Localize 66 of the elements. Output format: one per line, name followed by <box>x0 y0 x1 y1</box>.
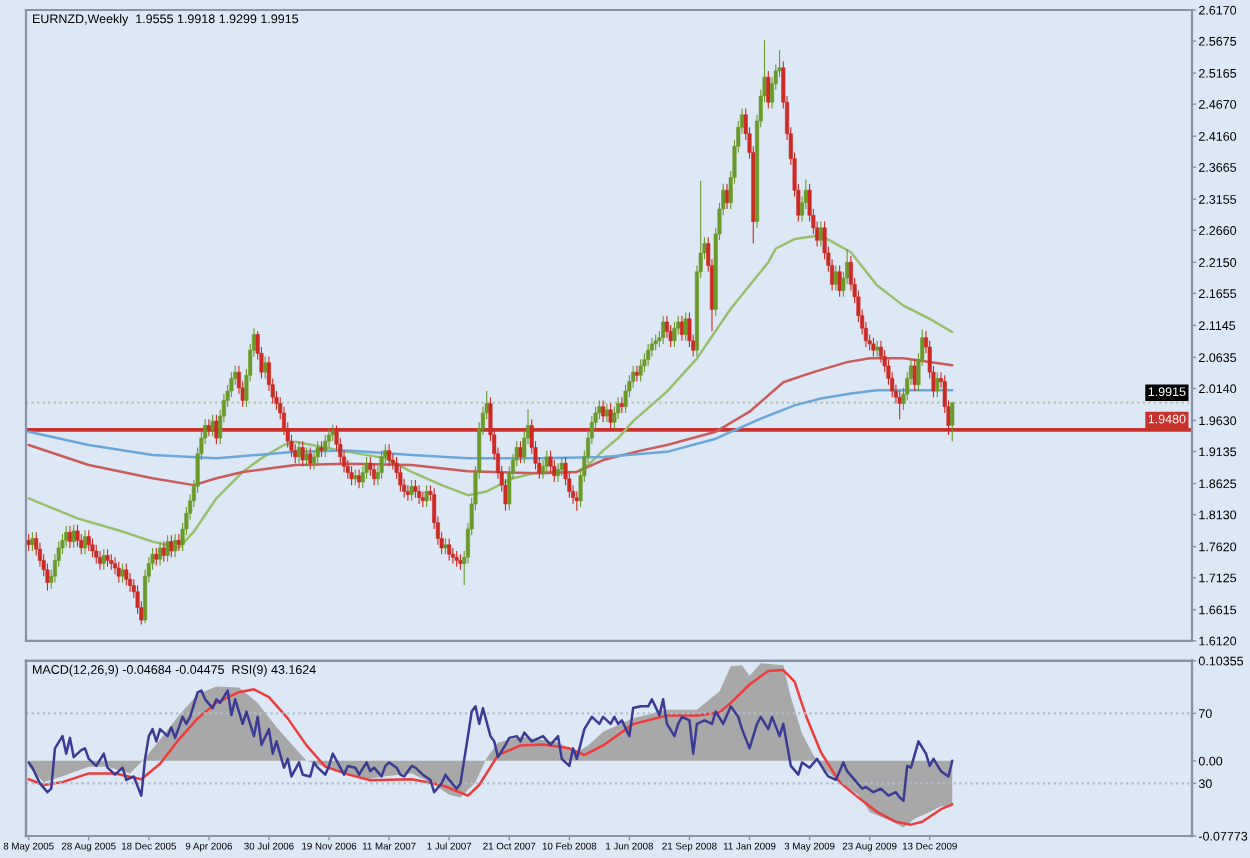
candlestick <box>631 365 636 389</box>
candlestick <box>518 440 523 464</box>
candlestick <box>345 459 350 480</box>
candlestick <box>559 456 564 477</box>
candlestick <box>82 529 88 555</box>
candlestick <box>950 401 955 442</box>
candlestick <box>113 556 118 575</box>
candlestick <box>574 490 579 512</box>
candlestick <box>649 337 654 358</box>
candlestick <box>101 548 106 571</box>
candlestick <box>116 561 121 583</box>
candlestick <box>372 462 377 486</box>
candlestick <box>315 440 320 464</box>
candlestick <box>379 450 384 480</box>
candlestick <box>664 315 669 339</box>
candlestick <box>619 396 624 414</box>
candlestick <box>541 459 546 480</box>
candlestick <box>169 534 174 558</box>
candlestick <box>75 524 80 548</box>
candlestick <box>646 343 651 367</box>
candlestick <box>405 484 410 502</box>
candlestick <box>837 264 842 298</box>
candlestick <box>94 544 99 565</box>
candlestick <box>308 446 313 470</box>
candlestick <box>548 450 553 474</box>
candlestick <box>86 529 91 552</box>
candlestick <box>327 428 332 449</box>
candlestick <box>447 537 452 561</box>
candlestick <box>300 440 305 467</box>
candlestick <box>683 311 688 342</box>
candlestick <box>833 264 838 292</box>
candlestick <box>364 456 369 480</box>
candlestick <box>387 443 392 467</box>
candlestick <box>263 355 268 379</box>
candlestick <box>368 456 373 477</box>
candlestick <box>661 315 666 345</box>
candlestick <box>634 365 639 383</box>
candlestick <box>672 321 677 348</box>
candlestick <box>165 534 170 563</box>
candlestick <box>601 399 606 423</box>
candlestick <box>128 572 133 593</box>
candlestick <box>176 533 181 552</box>
candlestick <box>64 525 69 548</box>
candlestick <box>79 533 84 555</box>
candlestick <box>120 563 125 583</box>
candlestick <box>304 446 309 467</box>
candlestick <box>556 462 561 483</box>
candlestick <box>398 465 403 492</box>
candlestick <box>90 537 95 558</box>
candlestick <box>420 490 425 508</box>
candlestick <box>71 524 76 549</box>
candlestick <box>417 484 422 505</box>
candlestick <box>158 541 163 567</box>
candlestick <box>293 443 298 464</box>
candlestick <box>323 434 328 458</box>
candlestick <box>173 533 178 558</box>
candlestick <box>161 541 166 563</box>
candlestick <box>544 450 549 474</box>
candlestick <box>912 359 917 392</box>
candlestick <box>124 563 129 587</box>
candlestick <box>897 390 902 420</box>
candlestick <box>638 359 643 383</box>
candlestick <box>604 402 609 423</box>
candlestick <box>360 465 365 489</box>
candlestick <box>668 324 673 348</box>
candlestick <box>552 459 557 483</box>
